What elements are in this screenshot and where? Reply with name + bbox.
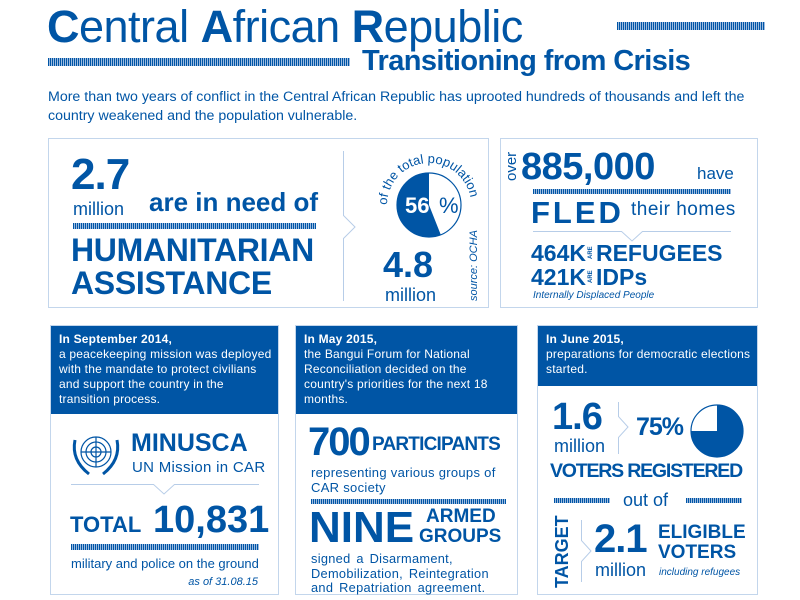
need-line1: HUMANITARIAN (71, 232, 314, 268)
chevron-right-icon (618, 416, 629, 438)
as-of-date: as of 31.08.15 (188, 576, 258, 588)
title-initial: C (47, 1, 80, 52)
subtitle-stripe (48, 58, 350, 66)
chevron-down-icon (153, 484, 175, 495)
page-subtitle: Transitioning from Crisis (362, 45, 691, 77)
pie-slice-56 (397, 173, 441, 237)
org-full-name: UN Mission in CAR (132, 459, 266, 476)
source-note: source: OCHA (468, 230, 480, 301)
registered-pie-chart (690, 404, 744, 458)
panel-header: In September 2014, a peacekeeping mission… (51, 326, 278, 414)
groups-desc: signed a Disarmament, Demobilization, Re… (311, 551, 489, 595)
over-label: over (503, 151, 520, 181)
peacekeeping-panel: In September 2014, a peacekeeping mission… (50, 325, 279, 595)
registered-percent: 75% (636, 413, 684, 441)
eligible-note: including refugees (659, 567, 741, 578)
org-name: MINUSCA (131, 429, 248, 457)
title-initial: R (351, 1, 385, 52)
registered-label: VOTERS REGISTERED (550, 460, 743, 482)
are-label: ARE (587, 246, 594, 259)
eligible-line1: ELIGIBLE (658, 522, 746, 543)
participants-desc: representing various groups of CAR socie… (311, 465, 496, 495)
eligible-line2: VOTERS (658, 542, 737, 563)
page-title: Central African Republic (47, 4, 523, 49)
panel-header: In May 2015, the Bangui Forum for Nationa… (296, 326, 517, 414)
out-of-stripe-left (554, 498, 610, 503)
eligible-number: 2.1 (594, 517, 648, 561)
out-of-stripe-right (686, 498, 742, 503)
title-stripe (617, 22, 765, 30)
total-number: 10,831 (153, 499, 270, 541)
pie-percent-sign: % (439, 193, 459, 218)
idps-number: 421K (531, 264, 586, 290)
participants-label: PARTICIPANTS (372, 434, 501, 455)
idps-row: 421K AREIDPs (531, 265, 647, 290)
need-number: 2.7 (71, 150, 130, 199)
refugees-number: 464K (531, 240, 586, 266)
panel-header: In June 2015, preparations for democratic… (538, 326, 757, 386)
groups-line2: GROUPS (419, 526, 502, 547)
population-pie-chart: of the total population 56 % (375, 151, 477, 238)
eligible-unit: million (595, 560, 647, 580)
pie-percent-value: 56 (405, 193, 429, 218)
are-label: ARE (587, 270, 594, 283)
need-unit: million (73, 199, 125, 219)
pie-slice-75 (691, 405, 743, 457)
fled-label: FLED (531, 195, 624, 230)
target-label: TARGET (552, 515, 572, 588)
chevron-down-icon (621, 231, 643, 242)
refugees-label: REFUGEES (595, 240, 723, 266)
total-stripe (71, 544, 259, 550)
total-desc: military and police on the ground (71, 556, 259, 571)
displaced-card: over 885,000 have FLED their homes 464K A… (500, 138, 758, 308)
have-label: have (697, 164, 734, 183)
title-part: epublic (383, 1, 524, 52)
need-line2: ASSISTANCE (71, 265, 272, 301)
idps-label: IDPs (595, 264, 648, 290)
humanitarian-need-card: 2.7 million are in need of HUMANITARIAN … (48, 138, 489, 308)
need-stripe (73, 223, 316, 229)
total-unit: million (385, 285, 437, 305)
registered-number: 1.6 (552, 396, 603, 438)
un-emblem-icon (72, 436, 120, 476)
elections-panel: In June 2015, preparations for democratic… (537, 325, 758, 595)
panel-text: the Bangui Forum for National Reconcilia… (304, 347, 488, 406)
participants-number: 700 (308, 420, 371, 464)
forum-stripe (311, 499, 506, 504)
title-part: entral (79, 1, 201, 52)
panel-text: preparations for democratic elections st… (546, 347, 751, 376)
idps-note: Internally Displaced People (533, 290, 655, 301)
panel-date: In May 2015, (304, 332, 378, 346)
need-phrase: are in need of (149, 187, 319, 217)
their-homes-label: their homes (631, 199, 736, 220)
total-population: 4.8 (383, 244, 434, 285)
bangui-forum-panel: In May 2015, the Bangui Forum for Nationa… (295, 325, 518, 595)
chevron-right-icon (343, 215, 356, 239)
groups-number: NINE (309, 503, 415, 552)
total-label: TOTAL (70, 512, 142, 537)
fled-stripe (533, 189, 731, 194)
refugees-row: 464K AREREFUGEES (531, 241, 723, 266)
panel-date: In September 2014, (59, 332, 172, 346)
groups-line1: ARMED (426, 506, 496, 527)
panel-date: In June 2015, (546, 332, 624, 346)
registered-unit: million (554, 436, 606, 456)
intro-text: More than two years of conflict in the C… (48, 89, 745, 124)
title-part: frican (232, 1, 352, 52)
out-of-label: out of (623, 490, 669, 510)
title-initial: A (200, 1, 234, 52)
panel-text: a peacekeeping mission was deployed with… (59, 347, 272, 406)
fled-number: 885,000 (521, 146, 655, 188)
chevron-right-icon (581, 540, 592, 562)
